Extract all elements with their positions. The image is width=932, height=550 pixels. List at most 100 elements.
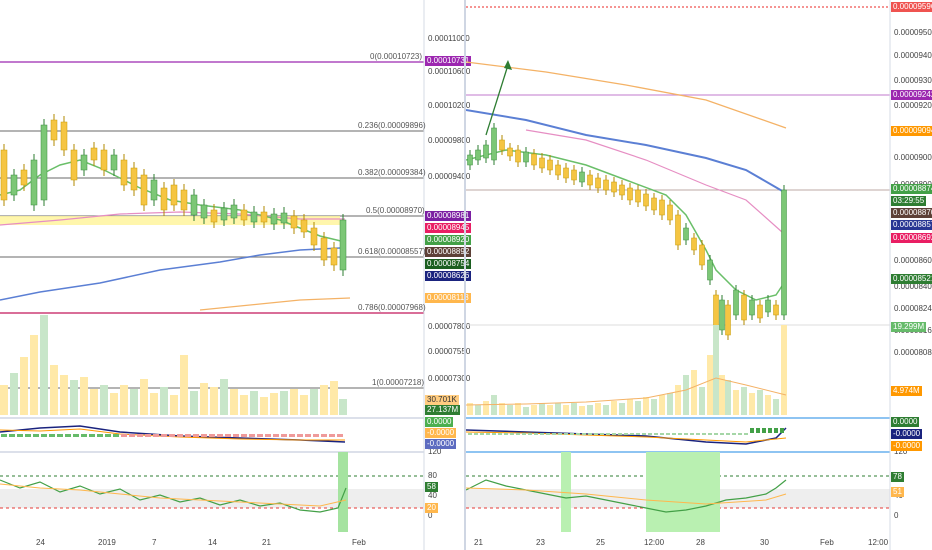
volume-bar [120, 385, 128, 415]
macd-histogram-bar [576, 433, 580, 435]
candle-body [200, 204, 208, 219]
candle-body [765, 299, 771, 313]
candle-body [230, 204, 238, 219]
candle-body [603, 179, 609, 191]
candle-body [20, 169, 28, 186]
price-tag: 0.00008857 [891, 220, 932, 230]
fib-label: 0.618(0.00008557) [358, 247, 426, 256]
price-axis-tick: 0.00011000 [428, 34, 470, 43]
macd-histogram-bar [486, 433, 490, 435]
left-chart-panel[interactable]: 0.00011000 0.00010600 0.00010200 0.00009800… [0, 0, 472, 550]
left-chart-canvas[interactable] [0, 0, 466, 550]
price-axis-tick: 0.00007550 [428, 347, 471, 356]
candle-body [627, 187, 633, 201]
macd-histogram-bar [660, 433, 664, 435]
time-axis-tick: 21 [474, 538, 483, 547]
trend-arrow [485, 64, 509, 136]
volume-bar [100, 385, 108, 415]
price-tag: 0.00009242 [891, 90, 932, 100]
price-tag: 0.00008754 [425, 259, 472, 269]
volume-bar [270, 393, 278, 415]
candle-body [320, 237, 328, 261]
macd-histogram-bar [153, 434, 159, 437]
volume-tag: 27.137M [425, 405, 461, 415]
macd-histogram-bar [594, 433, 598, 435]
macd-histogram-bar [265, 434, 271, 437]
candle-body [90, 147, 98, 161]
macd-histogram-bar [726, 433, 730, 435]
macd-histogram-bar [624, 433, 628, 435]
price-tag: 0.00010731 [425, 56, 472, 66]
candle-body [60, 121, 68, 151]
volume-bar [260, 397, 268, 415]
macd-histogram-bar [702, 433, 706, 435]
macd-histogram-bar [546, 433, 550, 435]
macd-histogram-bar [522, 433, 526, 435]
right-chart-panel[interactable]: 0.000096000.000095000.000094000.00009300… [466, 0, 932, 550]
ma-pink-line [0, 211, 345, 226]
ma-pink-line [525, 129, 783, 233]
time-axis-tick: 24 [36, 538, 45, 547]
candle-body [475, 149, 481, 161]
right-chart-canvas[interactable] [466, 0, 932, 550]
rsi-ma-line [0, 483, 347, 507]
time-axis-tick: 7 [152, 538, 157, 547]
candle-body [595, 177, 601, 189]
volume-bar [635, 401, 641, 415]
rsi-highlight [561, 452, 571, 532]
candle-body [240, 209, 248, 221]
panel-divider[interactable] [464, 0, 466, 550]
candle-body [719, 299, 725, 331]
volume-bar [749, 393, 755, 415]
macd-histogram-bar [305, 434, 311, 437]
candle-body [210, 209, 218, 223]
volume-bar [675, 385, 681, 415]
macd-histogram-bar [510, 433, 514, 435]
volume-bar [725, 380, 731, 415]
candle-body [563, 167, 569, 179]
volume-bar [50, 365, 58, 415]
volume-bar [699, 387, 705, 415]
time-axis-tick: 28 [696, 538, 705, 547]
price-tag: 0.00009596 [891, 2, 932, 12]
volume-bar [619, 403, 625, 415]
macd-histogram-bar [33, 434, 39, 437]
price-tag: 0.00008870 [891, 208, 932, 218]
volume-bar [667, 393, 673, 415]
volume-bar [250, 391, 258, 415]
volume-bar [515, 403, 521, 415]
macd-histogram-bar [73, 434, 79, 437]
candle-body [773, 304, 779, 316]
volume-bar [611, 401, 617, 415]
candle-body [659, 199, 665, 216]
candle-body [80, 154, 88, 171]
candle-body [40, 124, 48, 201]
volume-bar [300, 395, 308, 415]
volume-bar [150, 393, 158, 415]
volume-bar [719, 375, 725, 415]
volume-bar [10, 373, 18, 415]
macd-histogram-bar [774, 428, 778, 433]
rsi-axis-tick: 120 [428, 447, 442, 456]
candle-body [733, 289, 739, 316]
macd-histogram-bar [630, 433, 634, 435]
candle-body [675, 214, 681, 246]
price-axis-tick: 0.00007800 [428, 322, 471, 331]
time-axis-tick: 23 [536, 538, 545, 547]
macd-histogram-bar [564, 433, 568, 435]
candle-body [150, 179, 158, 201]
macd-histogram-bar [492, 433, 496, 435]
rsi-ma-line [466, 487, 787, 505]
volume-bar [339, 399, 347, 415]
rsi-band [0, 489, 424, 508]
candle-body [220, 207, 228, 221]
price-tag: 0.00008626 [425, 271, 472, 281]
candle-body [30, 159, 38, 206]
price-tag: 0.00008692 [891, 233, 932, 243]
macd-histogram-bar [684, 433, 688, 435]
macd-tag: 0.0000 [425, 417, 454, 427]
candle-body [250, 211, 258, 223]
volume-bar [547, 405, 553, 415]
macd-histogram-bar [642, 433, 646, 435]
